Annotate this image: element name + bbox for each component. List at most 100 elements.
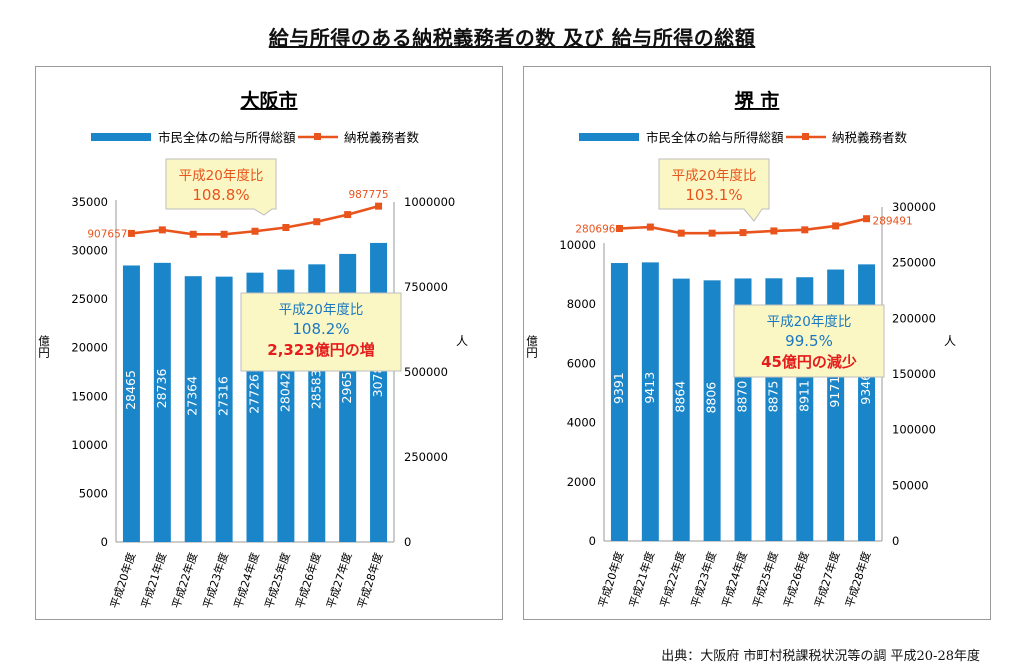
line-label-first: 907657 — [87, 228, 127, 240]
x-tick-label: 平成24年度 — [719, 550, 750, 609]
y2-tick-label: 250000 — [404, 450, 448, 464]
callout-bar-value: 108.2% — [292, 320, 349, 338]
bar-value-label: 28465 — [123, 370, 138, 410]
y2-tick-label: 250000 — [892, 256, 936, 270]
bar-value-label: 28042 — [277, 372, 292, 412]
line-point — [615, 224, 623, 232]
y2-tick-label: 100000 — [892, 423, 936, 437]
legend-bar-label: 市民全体の給与所得総額 — [646, 130, 784, 145]
y2-axis-label: 人 — [456, 334, 468, 348]
x-tick-label: 平成27年度 — [323, 551, 354, 610]
line-point — [770, 227, 778, 235]
bar-value-label: 8806 — [704, 382, 719, 414]
legend-bar-swatch — [579, 133, 639, 141]
y-tick-label: 10000 — [71, 438, 108, 452]
x-tick-label: 平成22年度 — [169, 551, 200, 610]
line-point — [375, 202, 383, 210]
bar-value-label: 28583 — [308, 369, 323, 409]
bar-value-label: 8864 — [673, 381, 688, 413]
y-tick-label: 0 — [589, 534, 596, 548]
legend-bar-label: 市民全体の給与所得総額 — [158, 130, 296, 145]
y-tick-label: 8000 — [567, 297, 596, 311]
callout-line-box — [165, 158, 277, 216]
bar-value-label: 8911 — [796, 380, 811, 412]
osaka-chart-panel: 大阪市市民全体の給与所得総額 納税義務者数 0 5000 10000 15000 20000… — [35, 66, 503, 620]
legend-line-marker — [802, 133, 809, 140]
bar — [610, 263, 628, 541]
callout-bar-change: 45億円の減少 — [761, 353, 857, 371]
y-axis-label: 億円 — [37, 335, 51, 359]
x-tick-label: 平成28年度 — [354, 551, 385, 610]
bar-value-label: 28736 — [154, 369, 169, 409]
y-tick-label: 25000 — [71, 292, 108, 306]
callout-line-box — [658, 158, 770, 222]
x-tick-label: 平成23年度 — [200, 551, 231, 610]
x-tick-label: 平成22年度 — [657, 550, 688, 609]
bar-value-label: 8870 — [735, 381, 750, 413]
bar-value-label: 8875 — [765, 381, 780, 413]
bar-value-label: 27316 — [216, 376, 231, 416]
y2-tick-label: 500000 — [404, 365, 448, 379]
y-tick-label: 10000 — [559, 238, 596, 252]
y-tick-label: 15000 — [71, 389, 108, 403]
line-label-first: 280696 — [575, 223, 615, 235]
y-tick-label: 0 — [101, 535, 108, 549]
callout-bar-change: 2,323億円の増 — [267, 341, 374, 359]
y2-tick-label: 150000 — [892, 367, 936, 381]
chart-title: 大阪市 — [240, 89, 297, 112]
y-tick-label: 35000 — [71, 195, 108, 209]
y-tick-label: 4000 — [567, 416, 596, 430]
x-tick-label: 平成25年度 — [262, 551, 293, 610]
y2-tick-label: 750000 — [404, 280, 448, 294]
callout-line-value: 103.1% — [685, 186, 742, 204]
x-tick-label: 平成23年度 — [688, 550, 719, 609]
y2-tick-label: 50000 — [892, 478, 929, 492]
bar — [672, 278, 690, 541]
legend-line-marker — [314, 133, 321, 140]
y2-tick-label: 0 — [404, 535, 411, 549]
callout-bar-box — [733, 304, 885, 378]
bar-value-label: 27364 — [185, 376, 200, 416]
callout-bar-label: 平成20年度比 — [767, 314, 852, 330]
bar-value-label: 9391 — [611, 372, 626, 404]
y-tick-label: 5000 — [79, 486, 108, 500]
legend-bar-swatch — [91, 133, 151, 141]
line-point — [282, 224, 290, 231]
callout-bar-value: 99.5% — [785, 332, 833, 350]
bar-value-label: 27726 — [247, 374, 262, 414]
y-axis-label: 億円 — [525, 335, 539, 359]
line-point — [220, 230, 228, 238]
source-note: 出典：大阪府 市町村税課税状況等の調 平成20-28年度 — [661, 649, 980, 664]
bar-value-label: 9413 — [642, 372, 657, 404]
legend: 市民全体の給与所得総額 納税義務者数 — [91, 130, 420, 145]
bar — [641, 262, 659, 541]
line-point — [863, 215, 871, 223]
y-tick-label: 30000 — [71, 244, 108, 258]
sakai-chart-panel: 堺 市市民全体の給与所得総額 納税義務者数 0 2000 4000 6000 8000 100… — [523, 66, 991, 620]
callout-bar-box — [240, 292, 402, 372]
x-tick-label: 平成26年度 — [292, 551, 323, 610]
bar — [184, 276, 202, 542]
x-tick-label: 平成27年度 — [811, 550, 842, 609]
y2-tick-label: 300000 — [892, 200, 936, 214]
x-tick-label: 平成20年度 — [595, 550, 626, 609]
y2-tick-label: 1000000 — [404, 195, 455, 209]
bar — [215, 276, 233, 542]
legend-line-label: 納税義務者数 — [344, 130, 420, 145]
x-tick-label: 平成21年度 — [626, 550, 657, 609]
line-point — [189, 230, 197, 238]
bar — [153, 262, 171, 542]
line-point — [832, 222, 840, 230]
line-point — [708, 229, 716, 237]
y-tick-label: 20000 — [71, 341, 108, 355]
line-label-last: 987775 — [349, 189, 389, 201]
line-point — [127, 229, 135, 237]
y2-tick-label: 0 — [892, 534, 899, 548]
page-title: 給与所得のある納税義務者の数 及び 給与所得の総額 — [268, 26, 756, 50]
legend: 市民全体の給与所得総額 納税義務者数 — [579, 130, 908, 145]
bar — [703, 280, 721, 541]
line-point — [344, 211, 352, 219]
bar-value-label: 9171 — [827, 376, 842, 408]
x-tick-label: 平成26年度 — [780, 550, 811, 609]
